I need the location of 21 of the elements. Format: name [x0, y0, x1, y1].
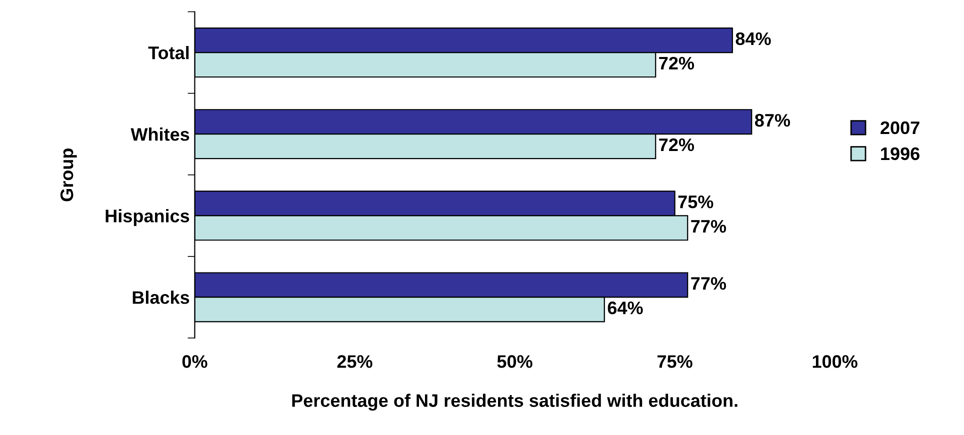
- y-tick-label: Hispanics: [106, 209, 190, 226]
- data-label: 75%: [678, 196, 714, 208]
- x-tick-label: 75%: [658, 355, 692, 368]
- data-label: 77%: [691, 277, 726, 290]
- data-label: 72%: [659, 56, 694, 70]
- x-axis-title: Percentage of NJ residents satisfied with education.: [292, 394, 738, 411]
- data-label: 77%: [691, 220, 726, 233]
- y-axis-title: Group: [60, 148, 77, 202]
- x-tick-label: 0%: [182, 355, 208, 368]
- y-tick-label: Whites: [130, 128, 190, 141]
- legend-label: 1996: [881, 147, 920, 160]
- x-tick-label: 50%: [497, 355, 532, 368]
- y-tick-label: Total: [148, 46, 189, 60]
- data-label: 72%: [659, 138, 694, 152]
- legend-label: 2007: [880, 121, 920, 134]
- data-label: 87%: [754, 114, 790, 127]
- x-tick-label: 25%: [337, 355, 372, 368]
- y-tick-label: Blacks: [132, 290, 190, 304]
- data-label: 84%: [736, 32, 771, 46]
- data-label: 64%: [608, 302, 643, 314]
- x-tick-label: 100%: [812, 355, 858, 368]
